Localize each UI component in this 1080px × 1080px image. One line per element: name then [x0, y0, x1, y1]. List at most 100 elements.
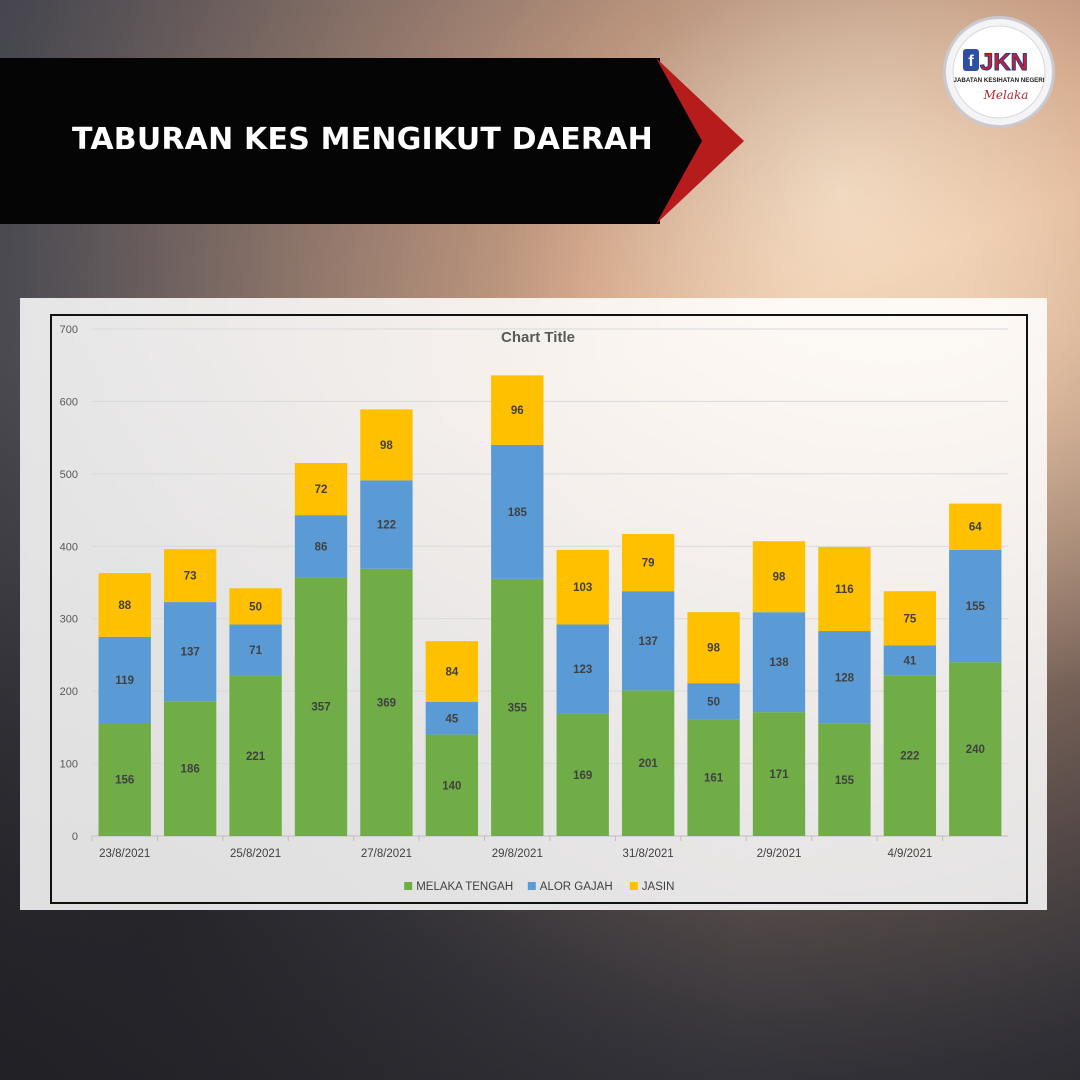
- data-label: 138: [769, 657, 789, 669]
- data-label: 186: [181, 764, 200, 776]
- y-tick-label: 0: [72, 831, 78, 843]
- data-label: 137: [181, 647, 200, 659]
- data-label: 155: [835, 775, 855, 787]
- bar-segment: [883, 645, 937, 676]
- bar-segment: [98, 723, 151, 836]
- data-label: 122: [377, 520, 396, 532]
- data-label: 155: [966, 601, 986, 613]
- x-tick-label: 25/8/2021: [230, 848, 281, 860]
- bar-segment: [687, 612, 740, 684]
- y-tick-label: 600: [60, 396, 78, 408]
- data-label: 357: [311, 702, 330, 714]
- data-label: 86: [315, 541, 328, 553]
- bar-segment: [687, 683, 740, 720]
- data-label: 84: [445, 667, 458, 679]
- bar-segment: [98, 573, 151, 637]
- jkn-melaka-logo: f JKN JABATAN KESIHATAN NEGERI Melaka: [943, 16, 1055, 128]
- bar-segment: [752, 612, 806, 713]
- bar-segment: [491, 578, 544, 836]
- bar-segment: [556, 713, 609, 836]
- data-label: 79: [642, 558, 655, 570]
- bar-segment: [425, 734, 479, 836]
- x-tick-label: 4/9/2021: [887, 848, 932, 860]
- data-label: 222: [900, 751, 919, 763]
- bar-segment: [818, 631, 871, 724]
- logo-state: Melaka: [983, 88, 1029, 102]
- chart-frame: [50, 314, 1028, 904]
- legend-swatch: [404, 882, 413, 890]
- bar-segment: [294, 462, 348, 516]
- data-label: 75: [903, 613, 916, 625]
- bar-segment: [621, 533, 675, 592]
- bar-segment: [163, 602, 217, 702]
- legend-label: ALOR GAJAH: [540, 881, 613, 893]
- data-label: 169: [573, 770, 592, 782]
- data-label: 98: [380, 440, 393, 452]
- data-label: 116: [835, 584, 854, 596]
- data-label: 156: [115, 775, 134, 787]
- logo-org-name: JABATAN KESIHATAN NEGERI: [954, 77, 1045, 84]
- legend-swatch: [527, 882, 536, 890]
- data-label: 161: [704, 773, 724, 785]
- facebook-icon: [963, 49, 979, 71]
- data-label: 240: [966, 744, 985, 756]
- data-label: 128: [835, 672, 855, 684]
- bar-segment: [229, 588, 282, 625]
- data-label: 71: [249, 645, 262, 657]
- data-label: 50: [707, 696, 720, 708]
- data-label: 140: [442, 780, 461, 792]
- data-label: 98: [707, 643, 720, 655]
- bar-segment: [883, 675, 937, 836]
- title-banner: [0, 58, 660, 224]
- bar-segment: [98, 636, 151, 724]
- legend-swatch: [629, 882, 638, 890]
- data-label: 119: [115, 675, 134, 687]
- bar-segment: [294, 515, 348, 578]
- data-label: 41: [903, 655, 916, 667]
- bar-segment: [883, 591, 937, 646]
- bar-segment: [556, 549, 609, 625]
- x-tick-label: 23/8/2021: [99, 848, 150, 860]
- banner-arrow-black: [656, 58, 702, 224]
- y-tick-label: 200: [60, 686, 78, 698]
- data-label: 221: [246, 751, 266, 763]
- bar-segment: [949, 503, 1002, 550]
- bar-segment: [752, 541, 806, 613]
- data-label: 123: [573, 664, 592, 676]
- x-tick-label: 2/9/2021: [757, 848, 802, 860]
- bar-segment: [163, 701, 217, 836]
- data-label: 45: [445, 713, 458, 725]
- data-label: 355: [508, 702, 528, 714]
- bar-segment: [360, 480, 413, 569]
- y-tick-label: 100: [60, 759, 78, 771]
- bar-segment: [556, 624, 609, 714]
- data-label: 171: [769, 769, 789, 781]
- bar-segment: [818, 547, 871, 632]
- y-tick-label: 500: [60, 469, 78, 481]
- data-label: 64: [969, 522, 982, 534]
- page-title: TABURAN KES MENGIKUT DAERAH: [72, 122, 653, 157]
- bar-segment: [621, 591, 675, 691]
- logo-mark: JKN: [980, 49, 1028, 76]
- logo-facebook-letter: f: [968, 53, 974, 70]
- y-tick-label: 700: [60, 324, 78, 336]
- bar-segment: [425, 641, 479, 703]
- bar-segment: [229, 675, 282, 836]
- bar-segment: [360, 568, 413, 836]
- data-label: 103: [573, 582, 592, 594]
- bar-segment: [949, 662, 1002, 836]
- bar-segment: [491, 375, 544, 445]
- x-tick-label: 29/8/2021: [492, 848, 543, 860]
- data-label: 98: [773, 572, 786, 584]
- legend-label: JASIN: [642, 881, 675, 893]
- data-label: 137: [639, 636, 658, 648]
- bar-segment: [425, 702, 479, 735]
- data-label: 88: [118, 600, 131, 612]
- bar-segment: [294, 577, 348, 836]
- x-tick-label: 27/8/2021: [361, 848, 412, 860]
- data-label: 73: [184, 571, 197, 583]
- bar-segment: [229, 624, 282, 676]
- data-label: 201: [639, 758, 659, 770]
- data-label: 369: [377, 697, 396, 709]
